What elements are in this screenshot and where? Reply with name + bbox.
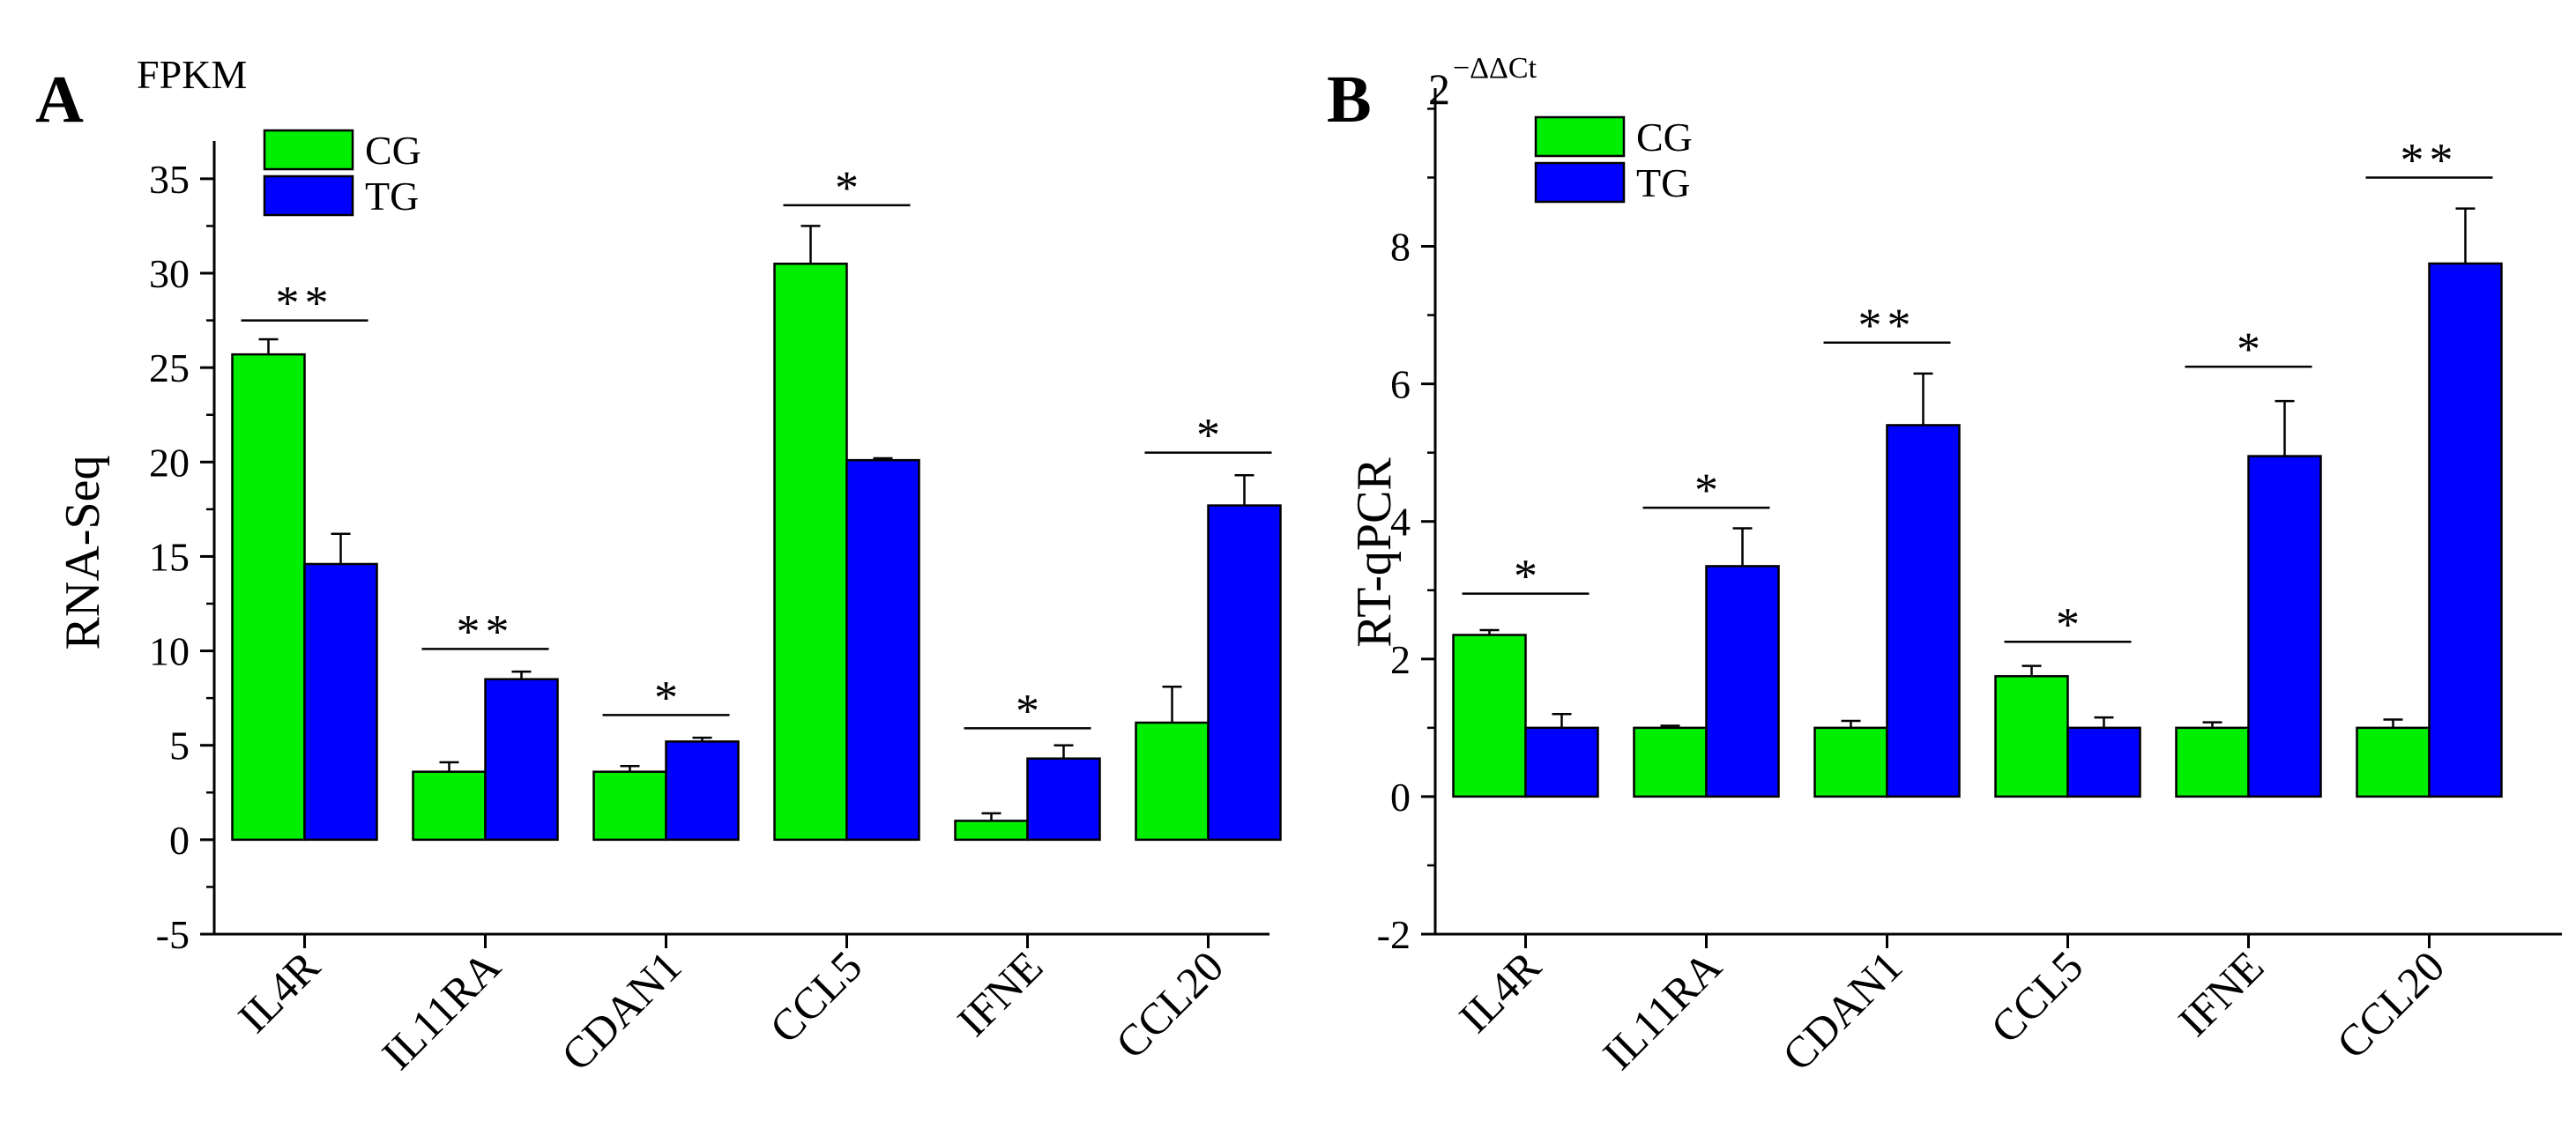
panel-b-x-tick-label: CDAN1 xyxy=(1773,941,1911,1080)
panel-b-bar-tg-cdan1 xyxy=(1886,424,1961,798)
panel-b-legend-label-cg: CG xyxy=(1636,115,1693,160)
panel-a-y-tick-label: 5 xyxy=(169,724,190,768)
panel-a-bar-cg-ccl5 xyxy=(773,263,848,842)
panel-a-bar-tg-ccl5 xyxy=(845,458,920,842)
panel-a-legend-swatch-tg xyxy=(263,174,354,217)
panel-b-bar-tg-ifne xyxy=(2247,455,2322,798)
panel-a-x-tick-label: IL4R xyxy=(228,941,330,1043)
panel-b-bar-tg-ccl20 xyxy=(2428,262,2503,798)
panel-a-x-tick-label: CCL20 xyxy=(1106,941,1233,1068)
panel-a-y-axis-title: RNA-Seq xyxy=(56,456,110,650)
panel-b-significance-label: * xyxy=(1694,464,1718,516)
panel-b-y-tick-label: -2 xyxy=(1377,912,1411,957)
panel-b-bar-cg-cdan1 xyxy=(1813,726,1888,798)
panel-a-legend-label-cg: CG xyxy=(365,128,421,173)
panel-a-significance-label: ** xyxy=(276,277,334,330)
panel-a-bar-tg-ccl20 xyxy=(1207,504,1282,842)
panel-b-legend-label-tg: TG xyxy=(1636,160,1690,205)
panel-b-bar-cg-ccl5 xyxy=(1994,675,2069,798)
panel-a: A FPKM RNA-Seq -5 0 5 10 15 20 25 30 35 IL4R IL11R… xyxy=(35,52,1282,1080)
panel-a-significance-label: * xyxy=(1016,684,1039,737)
panel-a-legend-label-tg: TG xyxy=(365,174,419,219)
panel-b-legend-swatch-tg xyxy=(1534,161,1626,204)
panel-a-y-tick-label: 20 xyxy=(149,440,190,485)
panel-b-y-tick-label: 4 xyxy=(1390,500,1411,545)
panel-b-y-tick-label: 8 xyxy=(1390,225,1411,270)
panel-a-bar-tg-il11ra xyxy=(484,678,559,842)
panel-b-y-tick-label: 0 xyxy=(1390,775,1411,820)
panel-b: B 2 −ΔΔCt RT-qPCR -2 0 2 4 6 8 IL4R IL11RA CDAN1… xyxy=(1327,52,2562,1080)
panel-a-bar-cg-ifne xyxy=(954,820,1029,842)
panel-a-bar-tg-il4r xyxy=(303,562,378,842)
panel-a-x-tick-label: CCL5 xyxy=(760,941,871,1052)
panel-b-bar-tg-il4r xyxy=(1524,726,1599,798)
panel-b-letter: B xyxy=(1327,63,1372,137)
panel-a-legend-swatch-cg xyxy=(263,129,354,171)
panel-a-bar-tg-ifne xyxy=(1026,757,1101,842)
panel-b-y-axis-title: RT-qPCR xyxy=(1347,457,1402,648)
panel-b-y-tick-label: 2 xyxy=(1390,637,1411,682)
panel-b-significance-label: * xyxy=(2056,597,2080,650)
panel-a-x-tick-label: IL11RA xyxy=(372,941,510,1079)
panel-a-significance-label: * xyxy=(1196,409,1220,462)
panel-a-bar-tg-cdan1 xyxy=(665,740,740,842)
panel-a-y-tick-label: -5 xyxy=(156,912,190,957)
panel-b-x-tick-label: IL11RA xyxy=(1593,941,1731,1079)
panel-b-x-tick-label: CCL20 xyxy=(2327,941,2454,1068)
panel-a-bar-cg-ccl20 xyxy=(1135,721,1210,842)
panel-b-bar-cg-il4r xyxy=(1452,634,1527,798)
panel-b-bar-cg-il11ra xyxy=(1633,726,1708,798)
panel-a-unit-label: FPKM xyxy=(137,52,247,97)
panel-a-significance-label: * xyxy=(835,161,859,214)
panel-b-significance-label: * xyxy=(2237,323,2260,375)
panel-a-x-tick-label: CDAN1 xyxy=(552,941,690,1080)
panel-a-significance-label: ** xyxy=(457,605,515,657)
panel-a-bar-cg-il11ra xyxy=(412,770,487,842)
panel-a-plot: -5 0 5 10 15 20 25 30 35 IL4R IL11RA CDAN1 CCL5 IFNE C… xyxy=(149,128,1282,1080)
panel-b-x-tick-label: IFNE xyxy=(2169,941,2273,1045)
panel-a-y-tick-label: 35 xyxy=(149,157,190,202)
panel-b-significance-label: ** xyxy=(1858,299,1917,352)
panel-b-bar-cg-ifne xyxy=(2175,726,2250,798)
panel-a-significance-label: * xyxy=(654,671,678,724)
panel-b-x-tick-label: IL4R xyxy=(1449,941,1551,1043)
panel-b-x-tick-label: CCL5 xyxy=(1981,941,2092,1052)
panel-a-y-tick-label: 30 xyxy=(149,251,190,296)
panel-b-bar-tg-il11ra xyxy=(1705,565,1780,798)
panel-b-legend-swatch-cg xyxy=(1534,115,1626,158)
panel-b-bar-cg-ccl20 xyxy=(2356,726,2431,798)
panel-a-bar-cg-il4r xyxy=(231,353,306,842)
panel-a-bar-cg-cdan1 xyxy=(592,770,667,842)
panel-b-bar-tg-ccl5 xyxy=(2066,726,2141,798)
panel-a-y-tick-label: 25 xyxy=(149,345,190,390)
panel-b-y-tick-label: 6 xyxy=(1390,362,1411,407)
panel-a-letter: A xyxy=(35,63,84,137)
panel-b-significance-label: ** xyxy=(2401,133,2459,186)
panel-a-x-tick-label: IFNE xyxy=(948,941,1052,1045)
panel-a-y-tick-label: 15 xyxy=(149,534,190,579)
panel-a-y-tick-label: 10 xyxy=(149,629,190,674)
panel-b-significance-label: * xyxy=(1514,550,1537,603)
panel-b-unit-base: 2 xyxy=(1428,64,1450,114)
panel-b-unit-superscript: −ΔΔCt xyxy=(1453,52,1537,85)
panel-a-y-tick-label: 0 xyxy=(169,818,190,863)
